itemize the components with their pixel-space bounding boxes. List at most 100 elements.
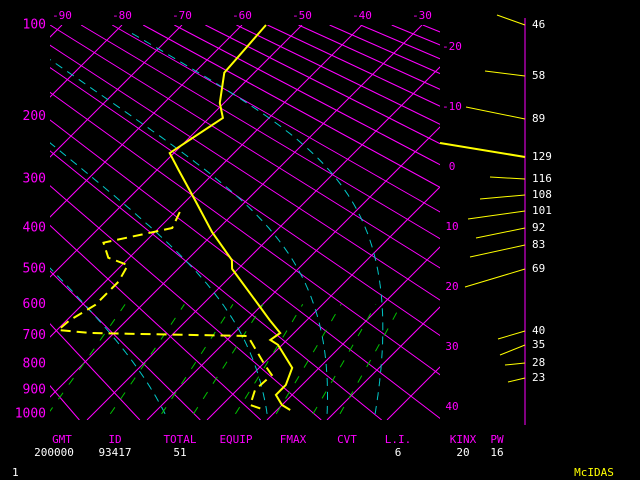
dry-adiabat [50, 150, 383, 420]
table-header: EQUIP [219, 433, 252, 446]
table-header: CVT [337, 433, 357, 446]
isotherm [50, 25, 303, 278]
mixing-ratio [339, 304, 402, 415]
moist-adiabat [50, 267, 166, 415]
temp-label-top: -70 [172, 9, 192, 22]
pressure-label: 500 [23, 261, 46, 276]
dry-adiabat [267, 25, 440, 107]
moist-adiabat [127, 30, 384, 414]
moist-adiabat [50, 142, 268, 414]
table-header: FMAX [280, 433, 307, 446]
dry-adiabat [50, 44, 440, 301]
table-value: 6 [395, 446, 402, 459]
temp-label-top: -40 [352, 9, 372, 22]
wind-barb [507, 377, 526, 383]
table-value: 16 [490, 446, 503, 459]
footer-left: 1 [12, 466, 19, 479]
moist-adiabat [50, 58, 328, 414]
wind-label: 46 [532, 18, 545, 31]
table-value: 20 [456, 446, 469, 459]
isotherm [86, 66, 440, 420]
dry-adiabat [50, 91, 440, 376]
dry-adiabat [50, 25, 440, 269]
dewpoint-profile [55, 211, 274, 411]
mixing-ratio [234, 304, 304, 415]
wind-label: 92 [532, 221, 545, 234]
isotherm [206, 186, 440, 420]
pressure-label: 300 [23, 172, 46, 187]
dry-adiabat [0, 25, 19, 420]
table-value: 51 [173, 446, 186, 459]
wind-barb [499, 344, 526, 356]
wind-barb [497, 330, 526, 340]
isotherm [50, 25, 243, 218]
dry-adiabat [205, 25, 440, 145]
wind-barb [504, 362, 526, 366]
temp-label-right: -20 [442, 40, 462, 53]
isotherm [50, 25, 123, 98]
wind-barb [469, 244, 526, 258]
pressure-label: 900 [23, 382, 46, 397]
pressure-label: 200 [23, 109, 46, 124]
wind-label: 89 [532, 112, 545, 125]
pressure-label: 600 [23, 297, 46, 312]
dry-adiabat [236, 25, 440, 125]
wind-barb [467, 210, 526, 220]
isotherm [50, 25, 423, 398]
isotherm [50, 25, 363, 338]
wind-barb [464, 268, 526, 288]
pressure-label: 100 [23, 18, 46, 33]
mixing-ratio [161, 304, 234, 415]
temp-label-top: -50 [292, 9, 312, 22]
wind-barb [465, 106, 526, 120]
table-value: 200000 [34, 446, 74, 459]
wind-barb [484, 70, 526, 77]
wind-barb [439, 142, 526, 158]
dry-adiabat [111, 25, 440, 213]
dry-adiabat [80, 25, 440, 240]
temp-label-top: -60 [232, 9, 252, 22]
dry-adiabat [298, 25, 440, 90]
pressure-label: 700 [23, 328, 46, 343]
wind-barb [475, 227, 526, 239]
temp-label-right: 10 [445, 220, 458, 233]
table-header: ID [108, 433, 121, 446]
mixing-ratio [109, 304, 185, 415]
dry-adiabat [50, 119, 440, 419]
table-header: GMT [52, 433, 72, 446]
isotherm [146, 126, 440, 420]
temp-label-top: -80 [112, 9, 132, 22]
dry-adiabat [50, 323, 141, 420]
temp-label-right: 0 [449, 160, 456, 173]
diagram-background [0, 25, 440, 420]
wind-label: 129 [532, 150, 552, 163]
table-value: 93417 [98, 446, 131, 459]
temp-label-right: -10 [442, 100, 462, 113]
temp-label-right: 20 [445, 280, 458, 293]
dry-adiabat [360, 25, 440, 60]
pressure-label: 1000 [15, 406, 46, 421]
isotherm [50, 25, 183, 158]
table-header: L.I. [385, 433, 412, 446]
wind-barb [496, 14, 526, 26]
wind-label: 101 [532, 204, 552, 217]
wind-label: 108 [532, 188, 552, 201]
isotherm [326, 306, 440, 420]
temp-label-top: -90 [52, 9, 72, 22]
isotherm [266, 246, 440, 420]
wind-barb [489, 176, 526, 180]
dry-adiabat [50, 224, 262, 420]
mixing-ratio [275, 304, 342, 415]
isotherm [386, 366, 440, 420]
diagram-foreground [55, 24, 294, 411]
wind-barb [479, 194, 526, 200]
wind-label: 28 [532, 356, 545, 369]
pressure-label: 400 [23, 221, 46, 236]
wind-label: 116 [532, 172, 552, 185]
dry-adiabat [329, 25, 440, 75]
dry-adiabat [50, 270, 201, 420]
isotherm-extra [0, 25, 2, 420]
wind-label: 35 [532, 338, 545, 351]
temp-label-right: 40 [445, 400, 458, 413]
